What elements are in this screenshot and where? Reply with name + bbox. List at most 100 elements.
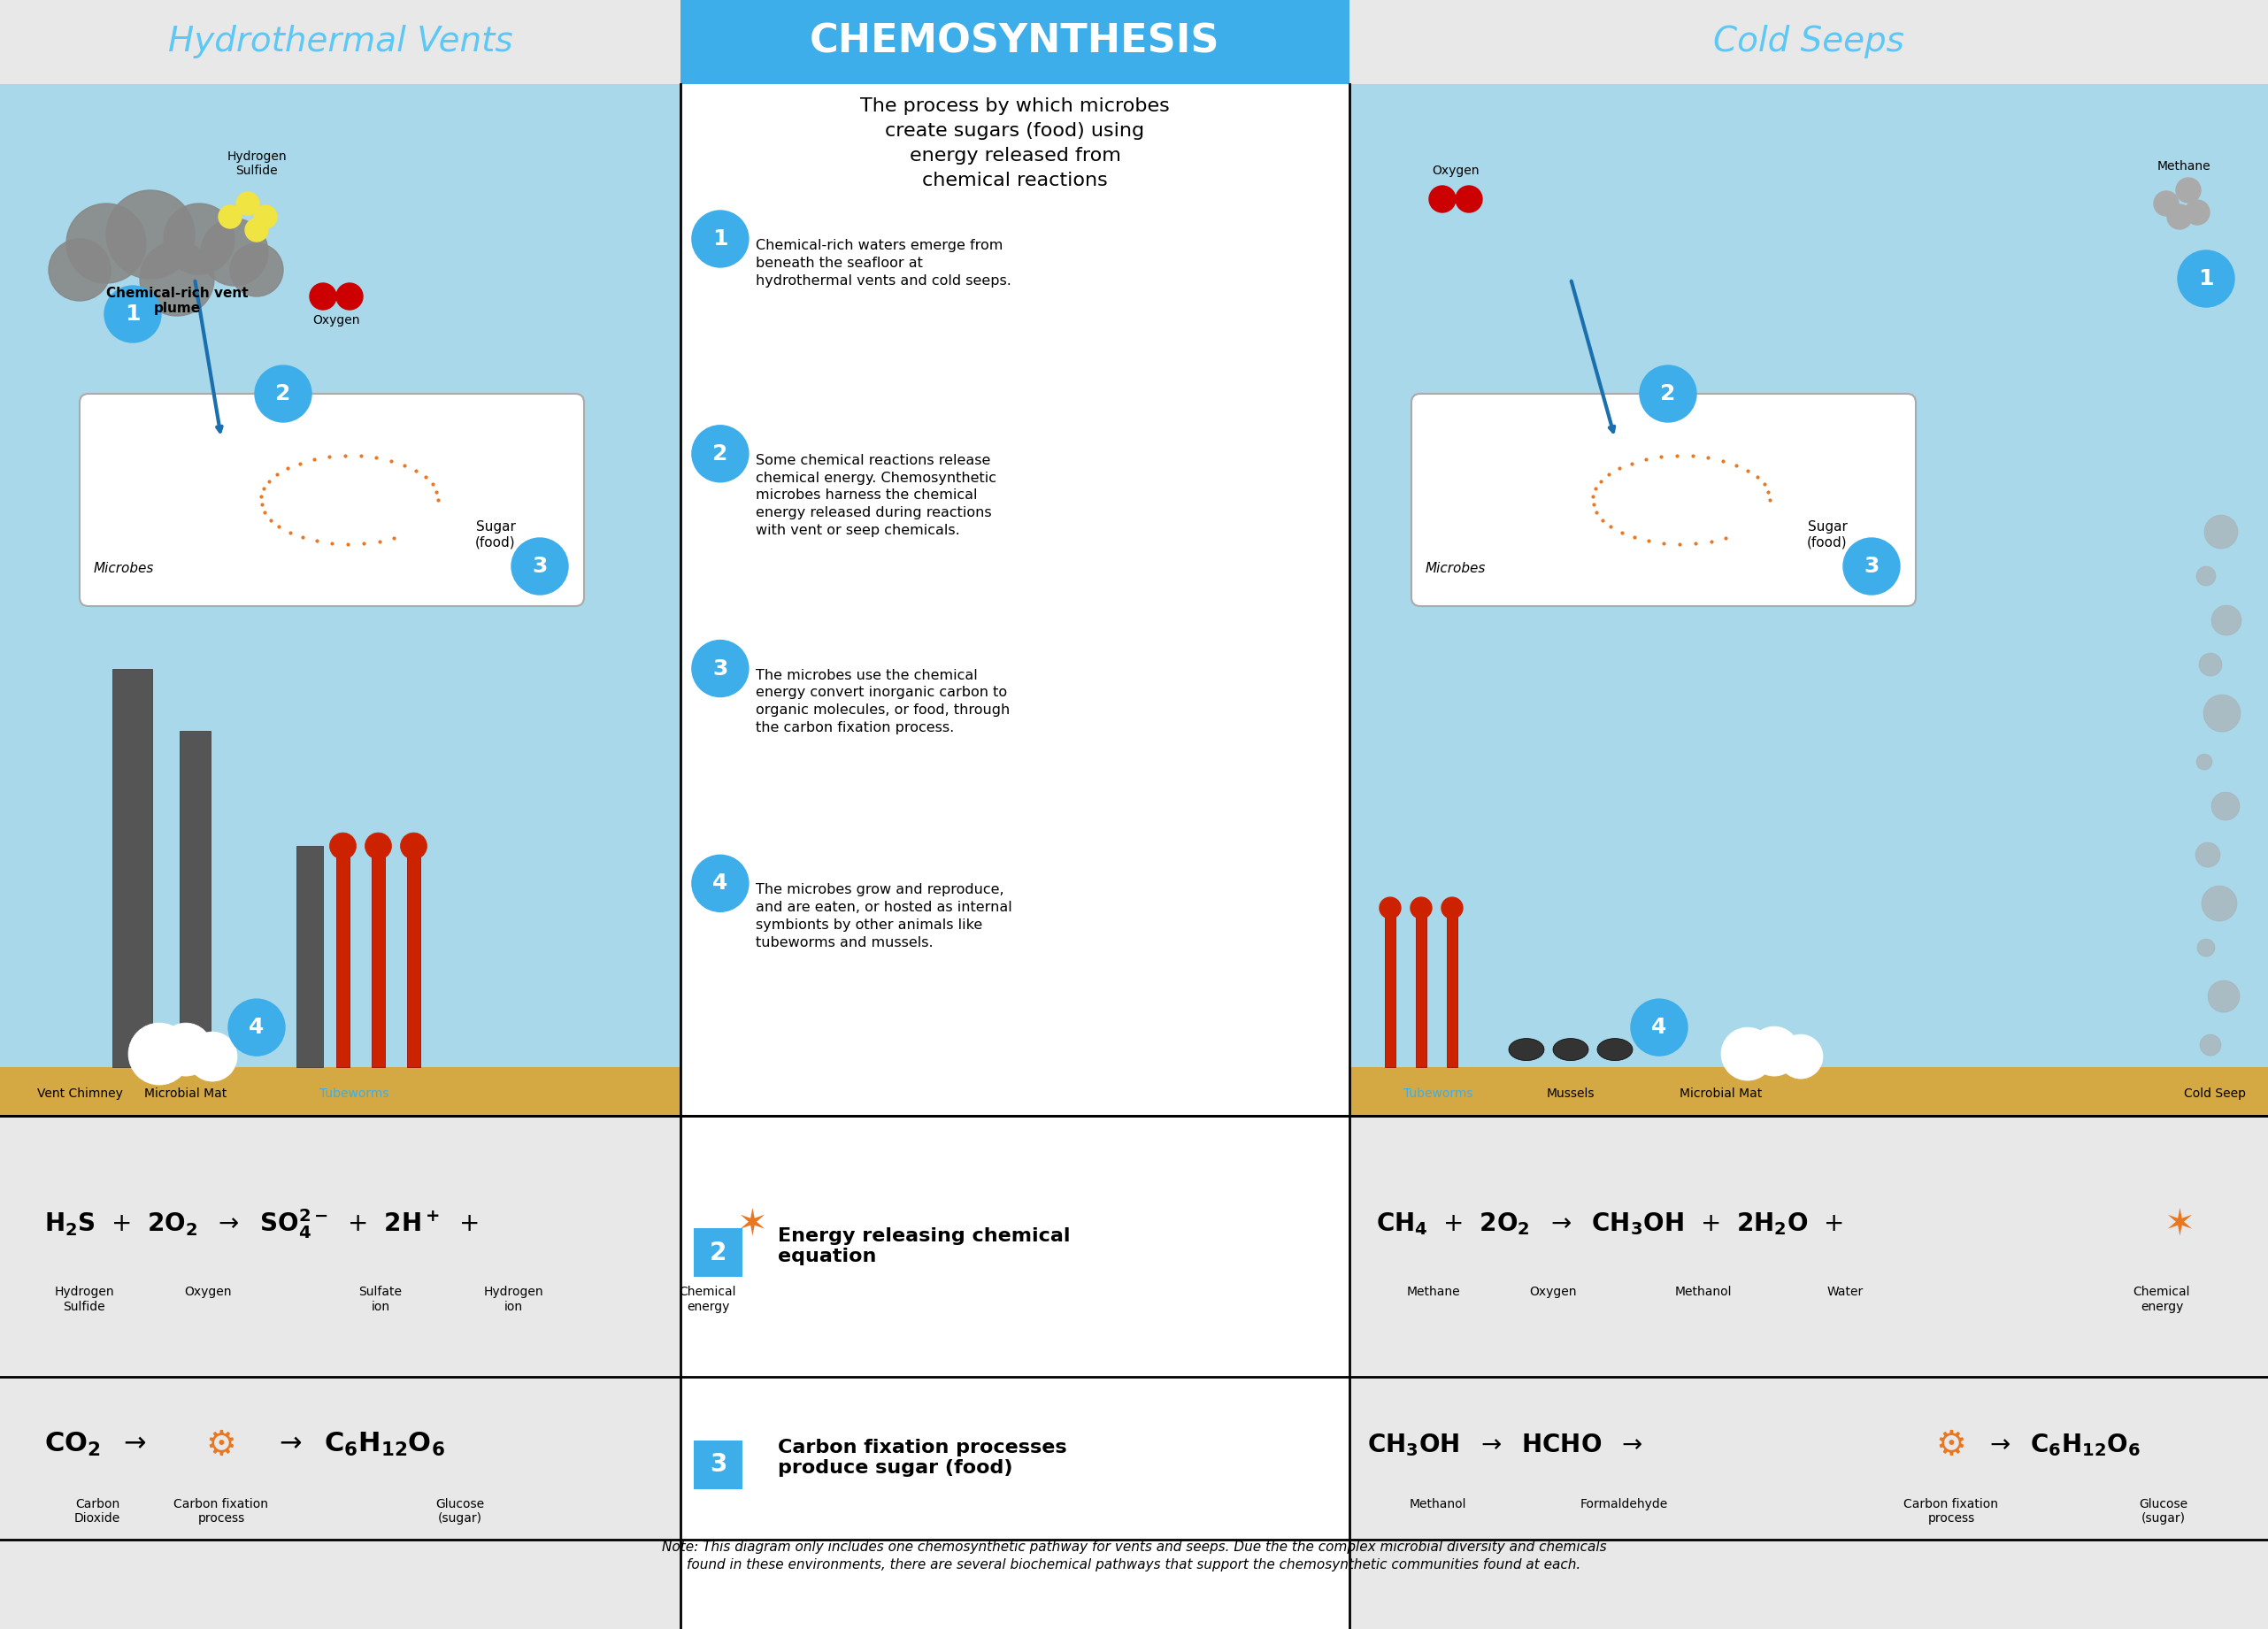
- Circle shape: [1379, 898, 1402, 919]
- Circle shape: [513, 538, 567, 595]
- Circle shape: [245, 218, 268, 241]
- FancyBboxPatch shape: [297, 845, 322, 1067]
- Circle shape: [141, 241, 213, 316]
- Circle shape: [336, 283, 363, 310]
- Circle shape: [2198, 938, 2216, 956]
- Circle shape: [2211, 792, 2241, 821]
- Circle shape: [692, 855, 748, 912]
- Circle shape: [2207, 981, 2241, 1012]
- Text: Carbon
Dioxide: Carbon Dioxide: [75, 1497, 120, 1525]
- Text: Carbon fixation processes
produce sugar (food): Carbon fixation processes produce sugar …: [778, 1438, 1066, 1478]
- Text: Sugar
(food): Sugar (food): [476, 520, 515, 549]
- FancyBboxPatch shape: [680, 0, 1349, 1629]
- FancyBboxPatch shape: [179, 731, 211, 1067]
- Text: CHEMOSYNTHESIS: CHEMOSYNTHESIS: [810, 23, 1220, 60]
- Circle shape: [2202, 886, 2236, 920]
- Circle shape: [365, 832, 392, 858]
- Circle shape: [66, 204, 145, 283]
- Text: Carbon fixation
process: Carbon fixation process: [1903, 1497, 1998, 1525]
- Text: 4: 4: [712, 873, 728, 894]
- Text: Oxygen: Oxygen: [1529, 1285, 1576, 1298]
- Text: Carbon fixation
process: Carbon fixation process: [175, 1497, 268, 1525]
- FancyBboxPatch shape: [1386, 907, 1395, 1067]
- Circle shape: [692, 210, 748, 267]
- Text: Water: Water: [1826, 1285, 1864, 1298]
- Text: Glucose
(sugar): Glucose (sugar): [2139, 1497, 2189, 1525]
- Text: 2: 2: [712, 443, 728, 464]
- Circle shape: [1456, 186, 1483, 212]
- Text: Cold Seeps: Cold Seeps: [1712, 24, 1905, 59]
- Text: Hydrogen
Sulfide: Hydrogen Sulfide: [227, 150, 286, 178]
- Circle shape: [229, 999, 286, 1056]
- Text: Microbial Mat: Microbial Mat: [1681, 1088, 1762, 1100]
- Circle shape: [254, 365, 311, 422]
- Text: Oxygen: Oxygen: [184, 1285, 231, 1298]
- FancyBboxPatch shape: [0, 1067, 680, 1116]
- Circle shape: [254, 205, 277, 228]
- Text: 3: 3: [533, 555, 547, 577]
- Text: Sugar
(food): Sugar (food): [1808, 520, 1848, 549]
- Text: Vent Chimney: Vent Chimney: [36, 1088, 122, 1100]
- Text: Note: This diagram only includes one chemosynthetic pathway for vents and seeps.: Note: This diagram only includes one che…: [662, 1541, 1606, 1570]
- Text: 2: 2: [274, 383, 290, 404]
- Text: Cold Seep: Cold Seep: [2184, 1088, 2245, 1100]
- FancyBboxPatch shape: [1349, 85, 2268, 1116]
- Circle shape: [1640, 365, 1696, 422]
- Text: Some chemical reactions release
chemical energy. Chemosynthetic
microbes harness: Some chemical reactions release chemical…: [755, 454, 996, 538]
- Circle shape: [218, 205, 243, 228]
- FancyBboxPatch shape: [1447, 907, 1458, 1067]
- Text: $\mathbf{H_2S}$  +  $\mathbf{2O_2}$  $\rightarrow$  $\mathbf{SO_4^{2-}}$  +  $\m: $\mathbf{H_2S}$ + $\mathbf{2O_2}$ $\righ…: [45, 1207, 481, 1241]
- Text: Tubeworms: Tubeworms: [320, 1088, 388, 1100]
- Text: ⚙: ⚙: [1937, 1429, 1966, 1461]
- Ellipse shape: [1597, 1038, 1633, 1060]
- Text: $\mathbf{CH_4}$  +  $\mathbf{2O_2}$  $\rightarrow$  $\mathbf{CH_3OH}$  +  $\math: $\mathbf{CH_4}$ + $\mathbf{2O_2}$ $\righ…: [1377, 1210, 1846, 1238]
- Text: 1: 1: [125, 303, 141, 324]
- Text: $\mathbf{CO_2}$  $\rightarrow$: $\mathbf{CO_2}$ $\rightarrow$: [45, 1430, 161, 1458]
- Text: Methanol: Methanol: [1408, 1497, 1467, 1510]
- Circle shape: [1844, 538, 1901, 595]
- Circle shape: [1429, 186, 1456, 212]
- Circle shape: [692, 640, 748, 697]
- Text: Microbes: Microbes: [93, 562, 154, 575]
- Circle shape: [2155, 191, 2180, 217]
- FancyBboxPatch shape: [372, 845, 386, 1067]
- Circle shape: [2195, 842, 2220, 867]
- Circle shape: [692, 425, 748, 482]
- Ellipse shape: [1554, 1038, 1588, 1060]
- Text: $\mathbf{CH_3OH}$  $\rightarrow$  $\mathbf{HCHO}$  $\rightarrow$: $\mathbf{CH_3OH}$ $\rightarrow$ $\mathbf…: [1368, 1432, 1656, 1458]
- FancyBboxPatch shape: [406, 845, 420, 1067]
- Text: 4: 4: [249, 1016, 265, 1038]
- Text: Oxygen: Oxygen: [313, 314, 361, 326]
- Circle shape: [104, 285, 161, 342]
- FancyBboxPatch shape: [694, 1440, 742, 1489]
- Text: Chemical
energy: Chemical energy: [680, 1285, 737, 1313]
- Circle shape: [2200, 653, 2223, 676]
- Text: Formaldehyde: Formaldehyde: [1581, 1497, 1667, 1510]
- Circle shape: [401, 832, 426, 858]
- Circle shape: [2195, 754, 2211, 771]
- Circle shape: [159, 1023, 213, 1077]
- Text: Sulfate
ion: Sulfate ion: [358, 1285, 401, 1313]
- Circle shape: [1778, 1034, 1823, 1078]
- Text: 3: 3: [710, 1451, 726, 1478]
- Ellipse shape: [1508, 1038, 1545, 1060]
- Text: Mussels: Mussels: [1547, 1088, 1594, 1100]
- Text: Microbes: Microbes: [1424, 562, 1486, 575]
- Circle shape: [2204, 515, 2239, 549]
- Text: Chemical-rich vent
plume: Chemical-rich vent plume: [107, 287, 247, 314]
- Circle shape: [1631, 999, 1687, 1056]
- Circle shape: [1749, 1026, 1799, 1077]
- FancyBboxPatch shape: [1349, 1067, 2268, 1116]
- Text: Glucose
(sugar): Glucose (sugar): [435, 1497, 485, 1525]
- FancyBboxPatch shape: [0, 85, 680, 1116]
- Circle shape: [188, 1031, 238, 1082]
- Text: $\rightarrow$  $\mathbf{C_6H_{12}O_6}$: $\rightarrow$ $\mathbf{C_6H_{12}O_6}$: [1969, 1432, 2141, 1458]
- FancyBboxPatch shape: [694, 1228, 742, 1277]
- Text: Microbial Mat: Microbial Mat: [145, 1088, 227, 1100]
- Text: 1: 1: [2198, 269, 2214, 290]
- Text: Chemical-rich waters emerge from
beneath the seafloor at
hydrothermal vents and : Chemical-rich waters emerge from beneath…: [755, 239, 1012, 287]
- Circle shape: [129, 1023, 191, 1085]
- Text: Chemical
energy: Chemical energy: [2134, 1285, 2191, 1313]
- Text: 4: 4: [1651, 1016, 1667, 1038]
- Circle shape: [236, 192, 259, 215]
